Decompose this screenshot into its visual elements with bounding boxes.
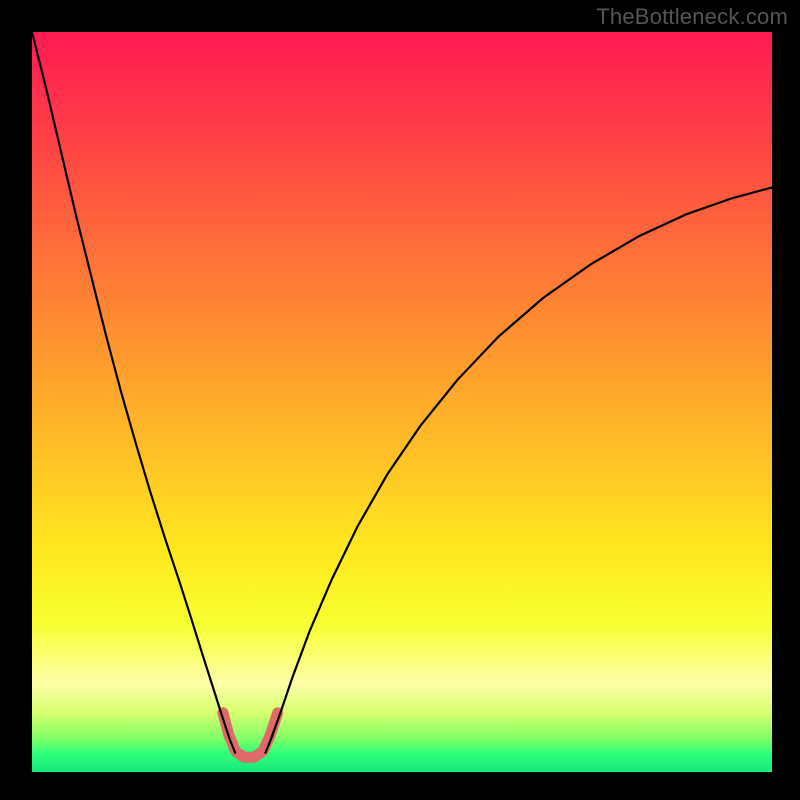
watermark-text: TheBottleneck.com <box>596 4 788 30</box>
bottleneck-chart <box>0 0 800 800</box>
chart-stage: TheBottleneck.com <box>0 0 800 800</box>
plot-background-gradient <box>32 32 772 772</box>
